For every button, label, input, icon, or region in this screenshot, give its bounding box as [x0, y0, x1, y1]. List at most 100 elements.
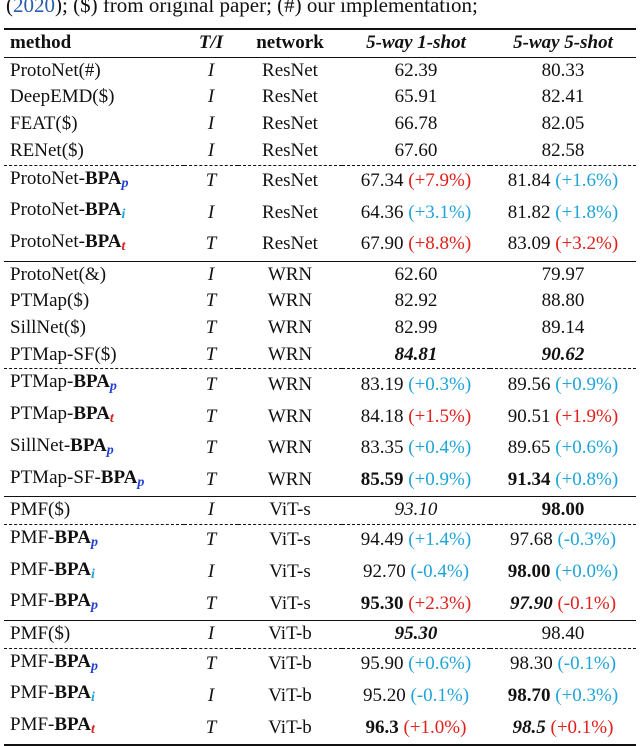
- ti-cell: T: [184, 647, 238, 681]
- header-network: network: [238, 27, 342, 58]
- table-row: PMF-BPAp T ViT-b 95.90 (+0.6%) 98.30 (-0…: [4, 647, 636, 681]
- network-cell: ResNet: [262, 201, 318, 223]
- one-shot-cell: 65.91: [394, 86, 438, 108]
- five-shot-cell: 80.33: [541, 59, 585, 81]
- method-cell: PMF-BPAi: [10, 558, 95, 582]
- five-shot-cell: 82.05: [541, 113, 585, 135]
- method-cell: FEAT($): [10, 113, 78, 135]
- ti-cell: T: [184, 164, 238, 198]
- network-cell: WRN: [238, 368, 342, 402]
- method-cell: PMF-BPAp: [10, 590, 98, 614]
- ti-cell: I: [207, 201, 215, 223]
- one-shot-cell: 62.60: [342, 260, 490, 289]
- ti-cell: I: [207, 113, 215, 135]
- table-row: PMF($) I ViT-s 93.10 98.00: [4, 496, 636, 525]
- network-cell: ViT-s: [269, 592, 311, 614]
- five-shot-cell: 88.80: [541, 290, 585, 312]
- five-shot-cell: 98.00: [490, 496, 636, 525]
- one-shot-cell: 95.20 (-0.1%): [362, 684, 470, 706]
- network-cell: WRN: [267, 317, 313, 339]
- method-cell: PTMap-BPAt: [10, 403, 114, 427]
- citation-link[interactable]: 2020: [13, 0, 55, 17]
- five-shot-cell: 89.56 (+0.9%): [490, 368, 636, 402]
- network-cell: WRN: [267, 290, 313, 312]
- table-row: PMF-BPAi I ViT-b 95.20 (-0.1%) 98.70 (+0…: [4, 680, 636, 712]
- network-cell: ViT-b: [238, 620, 342, 649]
- five-shot-cell: 83.09 (+3.2%): [507, 233, 619, 255]
- ti-cell: T: [205, 233, 217, 255]
- method-cell: PMF-BPAp: [4, 523, 184, 557]
- one-shot-cell: 94.49 (+1.4%): [342, 523, 490, 557]
- table-row: PMF-BPAi I ViT-s 92.70 (-0.4%) 98.00 (+0…: [4, 557, 636, 589]
- network-cell: ViT-s: [238, 496, 342, 525]
- five-shot-cell: 97.68 (-0.3%): [490, 523, 636, 557]
- one-shot-cell: 67.34 (+7.9%): [342, 164, 490, 198]
- network-cell: ResNet: [262, 86, 318, 108]
- network-cell: WRN: [267, 343, 313, 365]
- table-row: ProtoNet-BPAt T ResNet 67.90 (+8.8%) 83.…: [4, 229, 636, 261]
- network-cell: WRN: [267, 437, 313, 459]
- header-method: method: [4, 27, 184, 58]
- method-cell: PMF-BPAt: [4, 712, 184, 746]
- one-shot-cell: 82.92: [394, 290, 438, 312]
- one-shot-cell: 85.59 (+0.9%): [360, 469, 472, 491]
- table-row: PMF($) I ViT-b 95.30 98.40: [4, 620, 636, 649]
- table-row: ProtoNet-BPAp T ResNet 67.34 (+7.9%) 81.…: [4, 164, 636, 198]
- table-row: ProtoNet-BPAi I ResNet 64.36 (+3.1%) 81.…: [4, 197, 636, 229]
- table-row: SillNet-BPAp T WRN 83.35 (+0.4%) 89.65 (…: [4, 433, 636, 465]
- table-row: SillNet($) T WRN 82.99 89.14: [4, 315, 636, 342]
- table-row: PTMap($) T WRN 82.92 88.80: [4, 288, 636, 315]
- table-row: FEAT($) I ResNet 66.78 82.05: [4, 111, 636, 138]
- table-caption: (2020); ($) from original paper; (#) our…: [6, 0, 478, 19]
- five-shot-cell: 81.84 (+1.6%): [490, 164, 636, 198]
- network-cell: ResNet: [262, 233, 318, 255]
- table-row: PMF-BPAp T ViT-s 95.30 (+2.3%) 97.90 (-0…: [4, 588, 636, 620]
- method-cell: ProtoNet-BPAt: [10, 230, 126, 254]
- network-cell: ViT-s: [269, 561, 311, 583]
- table-row: PTMap-BPAt T WRN 84.18 (+1.5%) 90.51 (+1…: [4, 401, 636, 433]
- one-shot-cell: 84.18 (+1.5%): [360, 405, 472, 427]
- table-row: ProtoNet(#) I ResNet 62.39 80.33: [4, 57, 636, 84]
- method-cell: ProtoNet-BPAp: [4, 164, 184, 198]
- ti-cell: T: [184, 712, 238, 746]
- ti-cell: I: [207, 59, 215, 81]
- network-cell: ViT-b: [238, 647, 342, 681]
- ti-cell: T: [184, 368, 238, 402]
- ti-cell: I: [184, 496, 238, 525]
- header-five-shot: 5-way 5-shot: [490, 27, 636, 58]
- five-shot-cell: 82.41: [541, 86, 585, 108]
- network-cell: ViT-s: [238, 523, 342, 557]
- five-shot-cell: 82.58: [541, 139, 585, 161]
- ti-cell: T: [205, 437, 217, 459]
- five-shot-cell: 89.65 (+0.6%): [507, 437, 619, 459]
- network-cell: WRN: [238, 260, 342, 289]
- five-shot-cell: 98.40: [490, 620, 636, 649]
- table-row: PTMap-SF($) T WRN 84.81 90.62: [4, 342, 636, 369]
- method-cell: PTMap($): [10, 290, 90, 312]
- table-row: PTMap-BPAp T WRN 83.19 (+0.3%) 89.56 (+0…: [4, 368, 636, 402]
- ti-cell: T: [205, 405, 217, 427]
- method-cell: PTMap-SF($): [10, 343, 117, 365]
- five-shot-cell: 97.90 (-0.1%): [509, 592, 617, 614]
- five-shot-cell: 91.34 (+0.8%): [507, 469, 619, 491]
- one-shot-cell: 64.36 (+3.1%): [360, 201, 472, 223]
- network-cell: ResNet: [238, 164, 342, 198]
- table-row: RENet($) I ResNet 67.60 82.58: [4, 138, 636, 165]
- method-cell: DeepEMD($): [10, 86, 115, 108]
- five-shot-cell: 79.97: [490, 260, 636, 289]
- ti-cell: I: [207, 684, 215, 706]
- one-shot-cell: 67.90 (+8.8%): [360, 233, 472, 255]
- method-cell: ProtoNet-BPAi: [10, 199, 126, 223]
- one-shot-cell: 95.30 (+2.3%): [360, 592, 472, 614]
- results-table: method T/I network 5-way 1-shot 5-way 5-…: [4, 27, 636, 746]
- five-shot-cell: 98.5 (+0.1%): [490, 712, 636, 746]
- one-shot-cell: 67.60: [394, 139, 438, 161]
- method-cell: PMF-BPAi: [10, 682, 95, 706]
- one-shot-cell: 93.10: [342, 496, 490, 525]
- header-ti: T/I: [184, 27, 238, 58]
- method-cell: PMF($): [4, 496, 184, 525]
- header-row: method T/I network 5-way 1-shot 5-way 5-…: [4, 27, 636, 58]
- ti-cell: T: [205, 317, 217, 339]
- five-shot-cell: 98.70 (+0.3%): [507, 684, 619, 706]
- ti-cell: I: [184, 620, 238, 649]
